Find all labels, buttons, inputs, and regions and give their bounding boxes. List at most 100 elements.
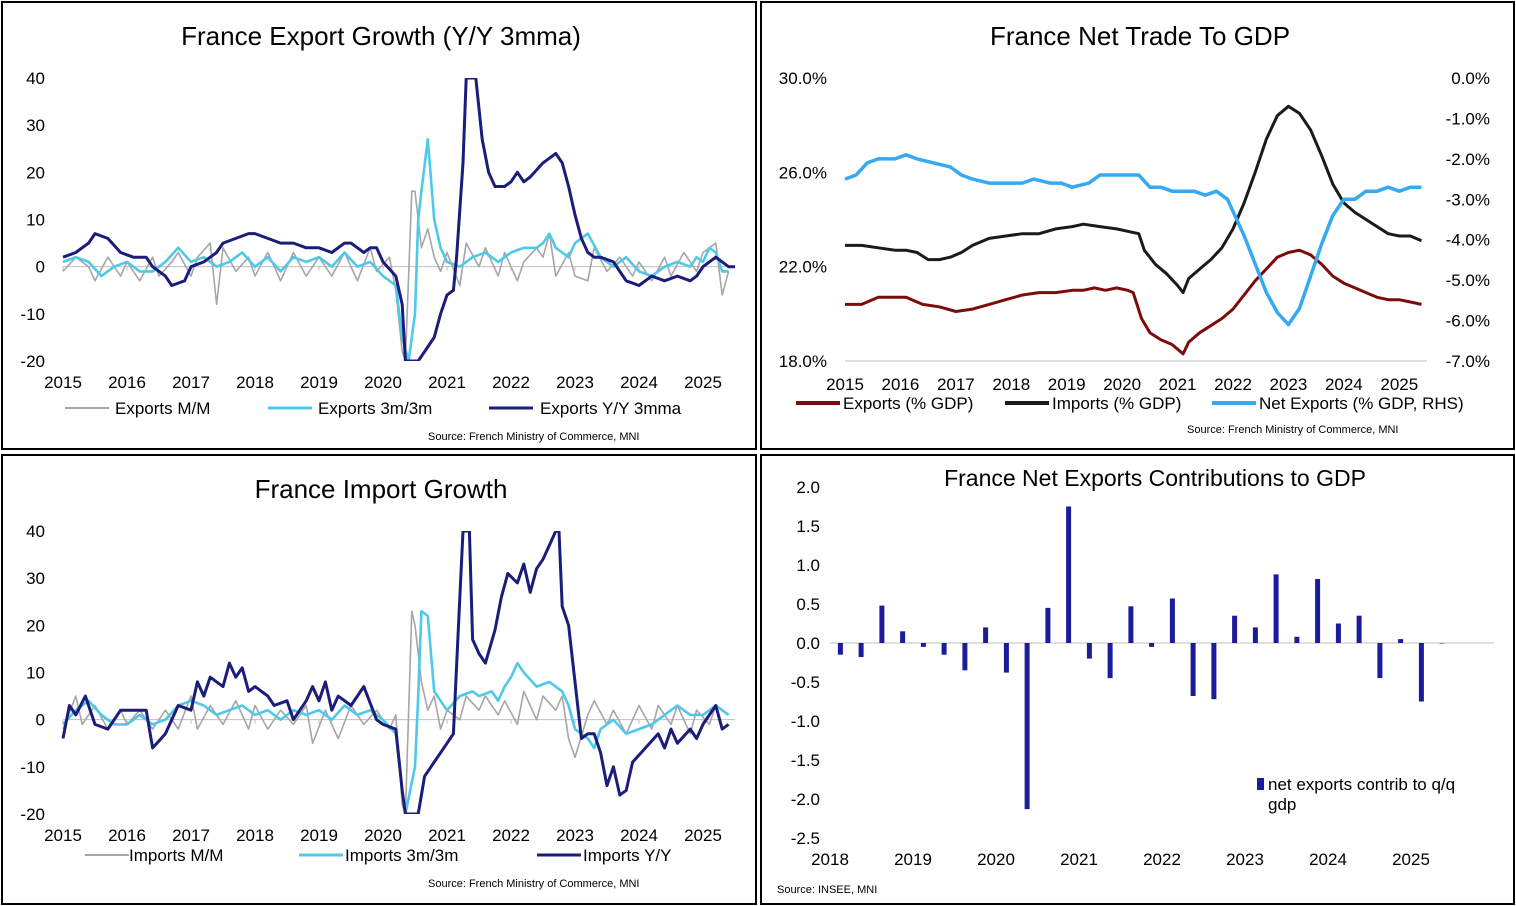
y-tick-label: -20 [20,352,45,371]
bar [1003,643,1009,673]
x-tick-label: 2018 [811,850,849,869]
y-tick-label: 0.5 [796,595,820,614]
x-tick-label: 2023 [556,826,594,845]
y-tick-label-rhs: -5.0% [1446,271,1490,290]
bar [879,605,885,643]
bar [1232,615,1238,643]
legend-label: Exports 3m/3m [318,399,432,418]
y-tick-label: 1.5 [796,517,820,536]
y-tick-label: -1.5 [791,751,820,770]
x-tick-label: 2015 [44,373,82,392]
bar [1086,643,1092,659]
y-tick-label: 10 [26,211,45,230]
x-tick-label: 2017 [937,375,975,394]
y-tick-label: 20 [26,163,45,182]
net-trade-chart: France Net Trade To GDP 30.0% 26.0% 22.0% 1… [779,21,1490,436]
x-tick-label: 2024 [620,373,658,392]
net-trade-panel: France Net Trade To GDP 30.0% 26.0% 22.0% 1… [760,1,1515,450]
x-tick-label: 2023 [556,373,594,392]
y-tick-label-rhs: -3.0% [1446,190,1490,209]
bar [1190,643,1196,696]
chart-title: France Net Trade To GDP [990,21,1290,51]
bar [1294,636,1300,643]
x-tick-label: 2021 [1060,850,1098,869]
bar [1252,627,1258,643]
x-tick-label: 2018 [236,826,274,845]
x-tick-label: 2017 [172,826,210,845]
x-tick-label: 2021 [1159,375,1197,394]
y-tick-label: 30 [26,116,45,135]
x-tick-label: 2019 [300,826,338,845]
bar [941,643,947,655]
y-tick-label-rhs: -2.0% [1446,150,1490,169]
x-tick-label: 2017 [172,373,210,392]
x-tick-label: 2025 [1392,850,1430,869]
y-tick-label: 20 [26,616,45,635]
x-tick-label: 2015 [44,826,82,845]
bar [1149,643,1155,647]
y-tick-label-rhs: -7.0% [1446,352,1490,371]
y-tick-label: 1.0 [796,556,820,575]
x-tick-label: 2020 [364,826,402,845]
x-tick-label: 2020 [1103,375,1141,394]
bar [1315,579,1321,643]
bar [1418,643,1424,702]
legend-label: Imports 3m/3m [345,846,458,865]
x-tick-label: 2019 [1048,375,1086,394]
series-line-3 [844,153,1422,327]
source-note: Source: French Ministry of Commerce, MNI [1187,424,1399,436]
y-tick-label-rhs: -6.0% [1446,312,1490,331]
x-tick-label: 2024 [1325,375,1363,394]
series-line-3 [62,78,735,361]
x-tick-label: 2025 [684,826,722,845]
y-tick-label: 2.0 [796,478,820,497]
x-tick-label: 2022 [1214,375,1252,394]
source-note: Source: French Ministry of Commerce, MNI [428,878,640,890]
x-tick-label: 2025 [1380,375,1418,394]
x-tick-label: 2022 [492,826,530,845]
bar [1107,643,1113,679]
x-tick-label: 2016 [108,373,146,392]
x-tick-label: 2022 [492,373,530,392]
import-growth-chart: France Import Growth 40 30 20 10 0 -10 -20 2015… [20,474,735,890]
bar [1377,643,1383,679]
x-tick-label: 2021 [428,373,466,392]
bar [920,643,926,647]
legend-label: Imports Y/Y [583,846,672,865]
y-tick-label: 18.0% [779,352,827,371]
bar [1211,643,1217,700]
legend-label: Exports M/M [115,399,210,418]
export-growth-chart: France Export Growth (Y/Y 3mma) 40 30 20 10… [20,21,735,443]
y-tick-label: 0 [36,258,45,277]
series-line-2 [845,104,1423,295]
bar [900,631,906,643]
y-tick-label: 40 [26,522,45,541]
x-tick-label: 2019 [300,373,338,392]
y-tick-label: 26.0% [779,163,827,182]
legend-label: Exports (% GDP) [843,394,973,413]
y-tick-label: 30.0% [779,69,827,88]
x-tick-label: 2024 [1309,850,1347,869]
legend-label: Imports (% GDP) [1052,394,1181,413]
series-line-2 [62,138,729,361]
bar [1273,574,1279,643]
series-line-3 [61,531,730,814]
legend-swatch [1257,778,1264,790]
bar [1045,607,1051,643]
y-tick-label: -2.5 [791,829,820,848]
y-tick-label: 22.0% [779,258,827,277]
import-growth-panel: France Import Growth 40 30 20 10 0 -10 -20 2015… [1,454,757,905]
legend-label: net exports contrib to q/q gdp [1268,775,1455,814]
y-tick-label: 0 [36,711,45,730]
y-tick-label: 10 [26,664,45,683]
x-tick-label: 2015 [826,375,864,394]
chart-title: France Net Exports Contributions to GDP [944,465,1366,491]
legend-label: Imports M/M [129,846,223,865]
net-exports-contrib-chart: France Net Exports Contributions to GDP … [777,465,1494,896]
x-tick-label: 2023 [1226,850,1264,869]
y-tick-label: 40 [26,69,45,88]
bar [1128,606,1134,643]
x-tick-label: 2023 [1270,375,1308,394]
y-tick-label: -10 [20,758,45,777]
series-line-1 [845,248,1422,356]
